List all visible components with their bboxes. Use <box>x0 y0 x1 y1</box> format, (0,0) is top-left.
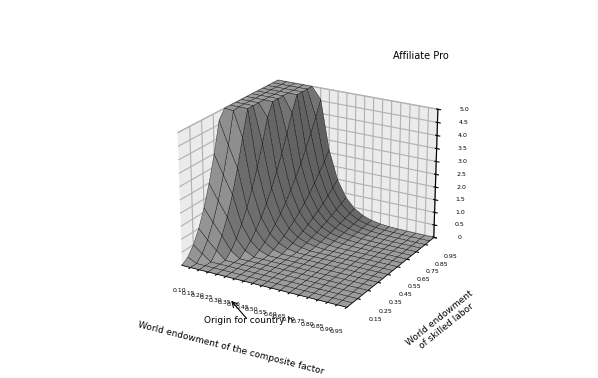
Text: Affiliate Pro: Affiliate Pro <box>393 51 449 61</box>
Text: Origin for country h: Origin for country h <box>204 316 293 325</box>
Y-axis label: World endowment
of skilled labor: World endowment of skilled labor <box>405 288 481 355</box>
X-axis label: World endowment of the composite factor: World endowment of the composite factor <box>138 320 325 376</box>
